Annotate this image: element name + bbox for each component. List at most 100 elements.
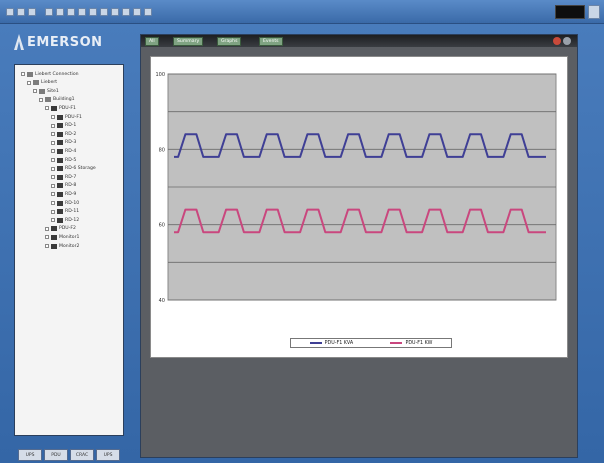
refresh-icon[interactable]: [28, 7, 36, 16]
tree-item-label: Building1: [53, 97, 75, 103]
line-chart: 100 80 60 40: [155, 72, 557, 304]
tree-item-label: Site1: [47, 88, 59, 94]
tab-all[interactable]: All: [145, 37, 159, 46]
tree-item[interactable]: PDU-F1: [51, 114, 82, 120]
expand-icon[interactable]: [51, 158, 55, 162]
legend-swatch-kva: [309, 342, 322, 344]
tree-item[interactable]: RD-11: [51, 209, 79, 215]
expand-icon[interactable]: [21, 72, 25, 76]
tree-item[interactable]: PDU-F1: [45, 105, 76, 111]
device-icon: [51, 105, 57, 111]
close-icon[interactable]: [553, 37, 561, 45]
device-icon: [33, 80, 39, 86]
expand-icon[interactable]: [45, 106, 49, 111]
tree-item-label: Liebert Connection: [35, 71, 79, 77]
tree-item[interactable]: RD-10: [51, 200, 79, 206]
device-icon: [51, 243, 57, 249]
device-icon: [57, 148, 63, 154]
tree-item-label: RD-10: [65, 200, 80, 206]
tab-events[interactable]: Events: [259, 37, 283, 46]
tree-item[interactable]: RD-6 Storage: [51, 166, 96, 172]
forward-icon[interactable]: [17, 7, 25, 16]
expand-icon[interactable]: [51, 115, 55, 119]
bottom-tab-1[interactable]: PDU: [44, 449, 68, 461]
cut-icon[interactable]: [89, 7, 97, 16]
tree-icon[interactable]: [45, 7, 53, 16]
tree-item-label: RD-9: [65, 191, 77, 197]
device-tree[interactable]: Liebert Connection Liebert Site1 Building1 P…: [14, 64, 124, 436]
copy-icon[interactable]: [100, 7, 108, 16]
expand-icon[interactable]: [51, 175, 55, 180]
device-icon: [57, 131, 63, 137]
print-icon[interactable]: [78, 7, 86, 16]
tree-item-label: RD-7: [65, 174, 77, 180]
tree-item[interactable]: Site1: [33, 88, 59, 94]
device-icon: [51, 234, 57, 240]
expand-icon[interactable]: [27, 80, 31, 85]
tab-summary[interactable]: Summary: [173, 37, 204, 46]
tree-item[interactable]: Liebert Connection: [21, 71, 79, 77]
bottom-tab-3[interactable]: UPS: [96, 449, 120, 461]
expand-icon[interactable]: [39, 97, 43, 102]
tab-graphs[interactable]: Graphs: [217, 37, 242, 46]
tree-item[interactable]: RD-1: [51, 123, 76, 129]
chart-legend: PDU-F1 KVA PDU-F1 KW: [290, 338, 452, 348]
expand-icon[interactable]: [51, 149, 55, 154]
logo-text: EMERSON: [27, 34, 103, 50]
tree-item-label: RD-2: [65, 131, 77, 137]
tree-item[interactable]: RD-7: [51, 174, 76, 180]
legend-item-kw: PDU-F1 KW: [390, 341, 432, 346]
expand-icon[interactable]: [51, 218, 55, 223]
y-tick-label: 100: [155, 72, 165, 78]
tree-item[interactable]: Monitor2: [45, 243, 79, 249]
tree-item[interactable]: RD-8: [51, 183, 76, 189]
expand-icon[interactable]: [45, 244, 49, 248]
tree-item[interactable]: RD-12: [51, 217, 79, 223]
expand-icon[interactable]: [45, 235, 49, 240]
tree-item-label: RD-12: [65, 217, 80, 223]
tree-item[interactable]: Monitor1: [45, 234, 79, 240]
emerson-logo-icon: [14, 34, 24, 50]
open-icon[interactable]: [56, 7, 64, 16]
bottom-tab-2[interactable]: CRAC: [70, 449, 94, 461]
tree-item[interactable]: RD-2: [51, 131, 76, 137]
toolbar: [0, 0, 604, 24]
expand-icon[interactable]: [33, 89, 37, 94]
expand-icon[interactable]: [51, 140, 55, 145]
device-icon: [57, 140, 63, 146]
device-icon: [57, 157, 63, 163]
tree-item-label: RD-11: [65, 209, 80, 215]
device-icon: [57, 123, 63, 129]
tree-item[interactable]: RD-4: [51, 148, 76, 154]
y-tick-label: 80: [159, 147, 165, 153]
expand-icon[interactable]: [51, 123, 55, 128]
expand-icon[interactable]: [51, 132, 55, 137]
device-icon: [57, 200, 63, 206]
bottom-tabs: UPS PDU CRAC UPS: [18, 449, 120, 461]
save-icon[interactable]: [67, 7, 75, 16]
tree-item[interactable]: Building1: [39, 97, 75, 103]
tree-item[interactable]: Liebert: [27, 80, 57, 86]
expand-icon[interactable]: [51, 192, 55, 197]
minimize-icon[interactable]: [563, 37, 571, 45]
back-icon[interactable]: [6, 7, 14, 16]
expand-icon[interactable]: [51, 166, 55, 171]
window-menu-icon[interactable]: [588, 5, 600, 19]
tree-item[interactable]: RD-5: [51, 157, 76, 163]
tree-item[interactable]: PDU-F2: [45, 226, 76, 232]
expand-icon[interactable]: [51, 201, 55, 205]
help-icon[interactable]: [144, 7, 152, 16]
window-titlebar[interactable]: All Summary Graphs Events: [141, 35, 577, 47]
paste-icon[interactable]: [111, 7, 119, 16]
chart-icon[interactable]: [122, 7, 130, 16]
device-icon: [57, 174, 63, 180]
device-icon: [27, 71, 33, 77]
settings-icon[interactable]: [133, 7, 141, 16]
bottom-tab-0[interactable]: UPS: [18, 449, 42, 461]
tree-item[interactable]: RD-3: [51, 140, 76, 146]
expand-icon[interactable]: [51, 183, 55, 188]
expand-icon[interactable]: [45, 226, 49, 231]
tree-item-label: Liebert: [41, 80, 58, 86]
expand-icon[interactable]: [51, 209, 55, 214]
tree-item[interactable]: RD-9: [51, 191, 76, 197]
